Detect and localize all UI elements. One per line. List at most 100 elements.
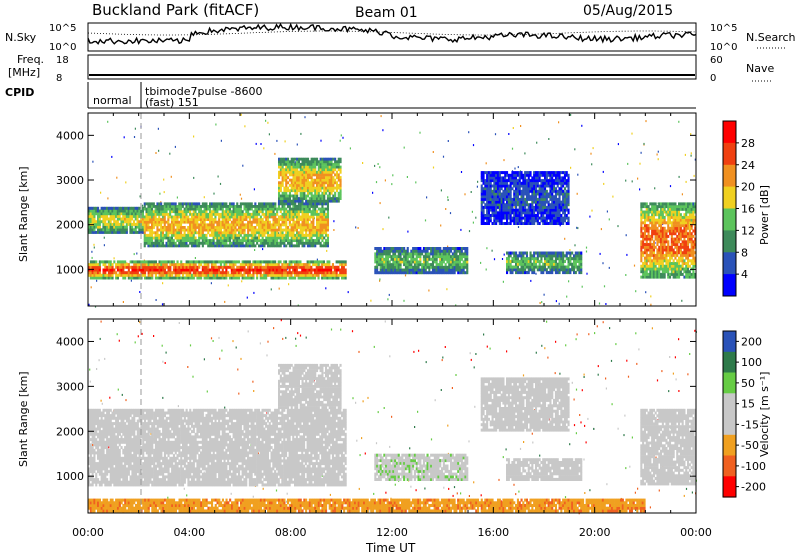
data-cell bbox=[497, 184, 500, 188]
data-cell bbox=[480, 216, 483, 220]
data-cell bbox=[183, 263, 186, 267]
data-cell bbox=[511, 211, 514, 215]
data-cell bbox=[332, 181, 335, 185]
data-cell bbox=[161, 212, 164, 216]
data-cell bbox=[403, 271, 406, 275]
data-cell bbox=[276, 231, 279, 235]
data-cell bbox=[303, 186, 306, 190]
data-cell bbox=[339, 176, 342, 179]
scatter-echo bbox=[370, 299, 372, 302]
data-cell bbox=[433, 271, 436, 275]
data-cell bbox=[308, 168, 311, 172]
data-cell bbox=[303, 268, 306, 272]
data-cell bbox=[312, 186, 315, 190]
data-cell bbox=[453, 263, 456, 267]
data-cell bbox=[341, 276, 344, 280]
data-cell bbox=[486, 197, 489, 201]
data-cell bbox=[236, 273, 239, 277]
data-cell bbox=[331, 273, 334, 277]
data-cell bbox=[390, 265, 393, 269]
data-cell bbox=[100, 276, 103, 280]
data-cell bbox=[525, 173, 528, 177]
data-cell bbox=[234, 239, 237, 242]
data-cell bbox=[315, 273, 318, 277]
data-cell bbox=[524, 219, 527, 223]
data-cell bbox=[106, 230, 109, 234]
data-cell bbox=[386, 260, 389, 264]
data-cell bbox=[263, 223, 266, 227]
data-cell bbox=[176, 207, 179, 211]
data-cell bbox=[312, 197, 315, 200]
data-cell bbox=[97, 273, 100, 277]
data-cell bbox=[511, 265, 514, 269]
data-cell bbox=[151, 220, 154, 224]
data-cell bbox=[198, 276, 201, 280]
data-cell bbox=[498, 197, 501, 201]
data-cell bbox=[279, 199, 282, 203]
data-cell bbox=[174, 236, 177, 240]
data-cell bbox=[319, 186, 322, 190]
data-cell bbox=[335, 186, 338, 190]
data-cell bbox=[513, 181, 516, 185]
data-cell bbox=[415, 257, 418, 261]
data-cell bbox=[290, 263, 293, 267]
data-cell bbox=[319, 181, 322, 185]
data-cell bbox=[306, 212, 309, 216]
data-cell bbox=[506, 192, 509, 196]
data-cell bbox=[317, 189, 320, 193]
data-cell bbox=[374, 257, 377, 261]
data-cell bbox=[183, 233, 186, 237]
data-cell bbox=[529, 265, 532, 269]
scatter-echo bbox=[564, 190, 566, 193]
data-cell bbox=[124, 220, 127, 224]
data-cell bbox=[381, 257, 384, 261]
data-cell bbox=[185, 244, 188, 248]
data-cell bbox=[558, 259, 561, 263]
data-cell bbox=[314, 173, 317, 177]
data-cell bbox=[194, 241, 197, 245]
data-cell bbox=[203, 205, 206, 208]
data-cell bbox=[196, 239, 199, 242]
data-cell bbox=[192, 231, 195, 235]
data-cell bbox=[339, 186, 342, 190]
scatter-echo bbox=[274, 152, 276, 155]
data-cell bbox=[198, 215, 201, 219]
data-cell bbox=[326, 215, 329, 219]
data-cell bbox=[495, 197, 498, 201]
data-cell bbox=[513, 192, 516, 196]
data-cell bbox=[399, 255, 402, 259]
data-cell bbox=[187, 268, 190, 272]
data-cell bbox=[296, 239, 299, 242]
data-cell bbox=[272, 215, 275, 219]
data-cell bbox=[294, 189, 297, 193]
data-cell bbox=[310, 215, 313, 219]
data-cell bbox=[312, 194, 315, 198]
data-cell bbox=[154, 271, 157, 275]
scatter-echo bbox=[213, 192, 215, 195]
data-cell bbox=[301, 236, 304, 240]
data-cell bbox=[109, 230, 112, 234]
data-cell bbox=[533, 265, 536, 269]
data-cell bbox=[551, 262, 554, 266]
data-cell bbox=[462, 247, 465, 250]
data-cell bbox=[305, 181, 308, 185]
data-cell bbox=[209, 241, 212, 245]
data-cell bbox=[274, 231, 277, 235]
data-cell bbox=[413, 265, 416, 269]
data-cell bbox=[525, 262, 528, 266]
data-cell bbox=[232, 241, 235, 245]
data-cell bbox=[307, 184, 310, 187]
data-cell bbox=[379, 260, 382, 264]
data-cell bbox=[201, 210, 204, 214]
data-cell bbox=[549, 254, 552, 258]
data-cell bbox=[317, 220, 320, 224]
data-cell bbox=[281, 212, 284, 216]
data-cell bbox=[319, 236, 322, 240]
data-cell bbox=[285, 236, 288, 240]
data-cell bbox=[104, 209, 107, 213]
data-cell bbox=[516, 187, 519, 191]
data-cell bbox=[301, 176, 304, 179]
data-cell bbox=[451, 265, 454, 269]
data-cell bbox=[228, 241, 231, 245]
data-cell bbox=[522, 251, 525, 255]
